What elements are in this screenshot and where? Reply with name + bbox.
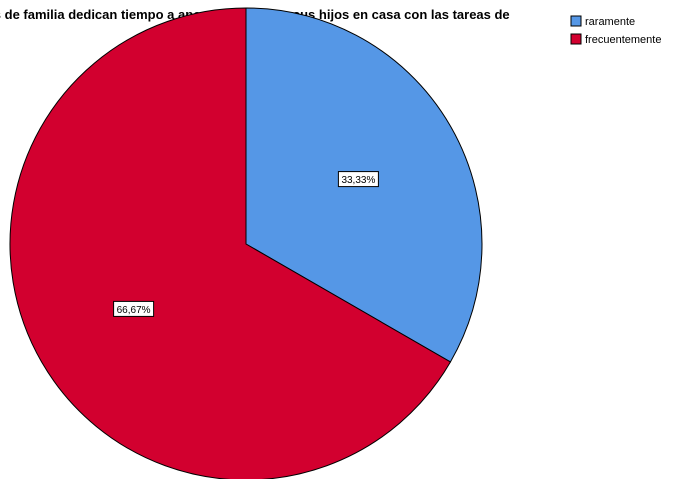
legend: raramente frecuentemente	[570, 15, 661, 46]
pie-data-label-frecuentemente: 66,67%	[113, 300, 155, 317]
legend-label-frecuentemente: frecuentemente	[585, 34, 661, 46]
legend-swatch-raramente	[570, 15, 582, 27]
pie-data-label-box-raramente	[337, 171, 379, 188]
pie-data-label-text-frecuentemente: 66,67%	[117, 305, 151, 316]
legend-swatch-frecuentemente	[570, 33, 582, 45]
legend-label-raramente: raramente	[585, 16, 635, 28]
pie-slice-frecuentemente	[9, 7, 452, 481]
pie-slices	[9, 7, 483, 481]
pie-data-label-raramente: 33,33%	[337, 171, 379, 188]
pie-data-label-box-frecuentemente	[113, 300, 155, 317]
pie-data-label-text-raramente: 33,33%	[341, 175, 375, 186]
pie-data-labels: 33,33% 66,67%	[113, 171, 379, 317]
